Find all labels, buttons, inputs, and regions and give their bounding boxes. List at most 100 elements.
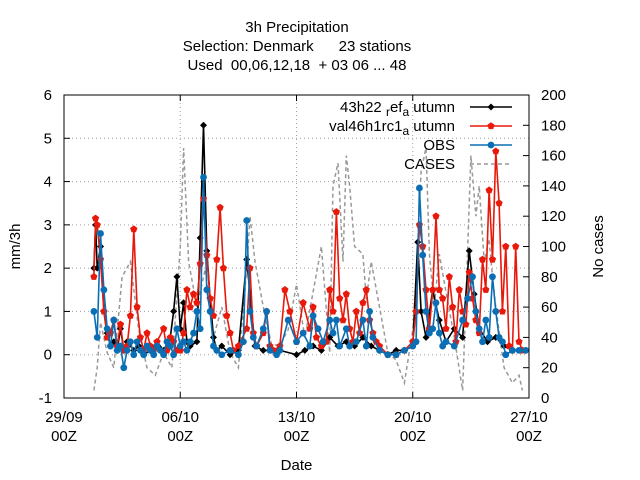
data-point [90,273,98,280]
data-point [301,346,309,354]
data-point [193,338,201,346]
y2-tick-label: 0 [541,390,549,407]
data-point [299,299,307,306]
y2-tick-label: 80 [541,269,558,286]
data-point [200,121,207,129]
data-point [482,316,490,324]
data-point [100,286,108,294]
y-tick-label: 6 [44,87,52,104]
data-point [401,346,408,354]
data-point [432,212,440,220]
x-tick-label-hour: 00Z [400,428,426,445]
data-point [439,294,447,302]
data-point [366,308,373,315]
y2-tick-label: 60 [541,299,558,316]
data-point [429,325,437,333]
x-tick-label-date: 27/10 [510,409,548,426]
y2-tick-label: 140 [541,178,566,195]
title-line-1: 3h Precipitation [245,19,348,36]
data-point [93,334,101,341]
data-point [293,351,300,359]
x-tick-label-hour: 00Z [167,428,193,445]
data-point [499,338,506,346]
data-point [422,286,430,293]
data-point [492,147,500,155]
data-point [281,286,289,293]
legend-text-part: CASES [404,156,455,173]
data-point [342,325,350,333]
data-point [133,338,141,346]
data-point [116,320,125,328]
data-point [259,346,267,354]
data-point [435,329,443,337]
data-point [203,251,211,259]
y-tick-label: 3 [44,217,52,234]
data-point [234,351,242,359]
data-point [332,316,340,324]
data-point [459,333,467,341]
data-point [455,286,463,293]
data-point [459,316,466,324]
legend-label: val46h1rc1a utumn [329,118,455,138]
x-tick-label-date: 06/10 [161,409,199,426]
data-point [196,260,204,267]
legend-text-part: utumn [409,118,455,135]
y2-tick-label: 100 [541,239,566,256]
data-point [362,286,370,293]
data-point [417,307,425,315]
data-point [226,346,234,354]
data-point [203,286,211,294]
data-point [103,325,111,333]
data-point [189,290,198,298]
data-point [495,199,503,207]
series-cases [93,147,524,391]
data-point [445,273,453,280]
data-point [183,346,191,354]
data-point [367,342,375,350]
data-point [239,338,247,346]
data-point [170,351,178,359]
title-line-2: Selection: Denmark 23 stations [183,38,411,55]
y2-tick-label: 40 [541,329,558,346]
data-point [352,307,360,315]
data-point [432,299,440,307]
data-point [243,217,251,224]
x-tick-label-hour: 00Z [516,428,542,445]
data-point [190,329,197,337]
data-point [107,342,114,350]
y2-tick-label: 180 [541,117,566,134]
axes-ticks: -1012345602040608010012014016018020029/0… [39,87,566,445]
data-point [478,255,487,263]
title-line-3: Used 00,06,12,18 + 03 06 ... 48 [188,57,407,74]
data-point [329,307,337,315]
data-point [219,264,227,272]
data-point [362,342,370,350]
data-point [412,338,420,346]
data-point [435,286,443,293]
y-tick-label: 5 [44,130,52,147]
data-point [326,316,334,324]
data-point [180,329,188,337]
data-point [464,295,471,302]
data-point [173,325,181,333]
data-point [234,342,242,350]
data-point [150,351,158,359]
data-point [515,346,523,354]
data-point [160,351,168,359]
data-point [346,342,354,350]
data-point [376,346,383,354]
data-point [442,324,450,332]
data-point [206,308,214,315]
data-point [213,255,221,263]
data-point [243,255,251,263]
data-point [475,325,483,333]
data-point [170,307,178,315]
legend-text-part: utumn [409,99,455,116]
y2-tick-label: 200 [541,87,566,104]
data-point [489,273,496,281]
data-point [173,273,181,281]
data-point [253,342,261,350]
series-layer [90,121,530,391]
data-point [166,342,174,350]
